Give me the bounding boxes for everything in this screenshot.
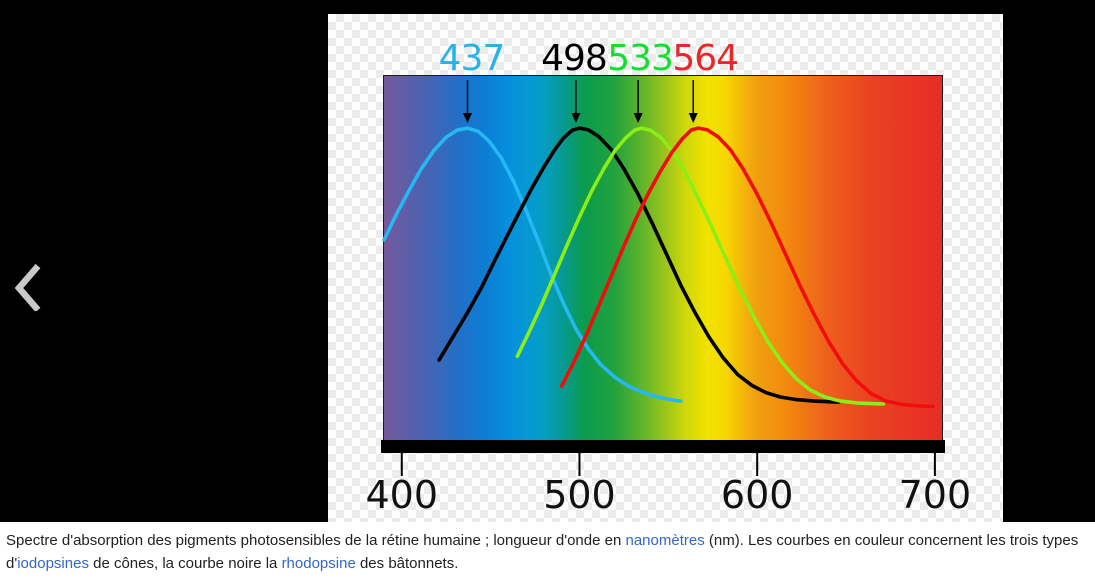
peak-arrowhead-533 [633,113,643,123]
x-axis-tick-label: 400 [366,473,439,517]
absorption-curve-564 [559,126,935,409]
x-axis-tick-label: 600 [721,473,794,517]
caption-text: des bâtonnets. [355,555,459,572]
absorption-curve-498 [437,126,841,404]
caption-link-iodopsines[interactable]: iodopsines [17,555,89,572]
absorption-curve-533 [515,126,886,406]
caption-link-nanomètres[interactable]: nanomètres [625,532,705,549]
x-axis-tick-label: 700 [899,473,972,517]
peak-wavelength-label-533: 533 [607,38,673,79]
x-axis-bar [381,440,945,453]
previous-image-button[interactable] [6,256,50,318]
peak-arrowhead-498 [571,113,581,123]
absorption-curves-chart: 400 500 600 700 437 498 533 564 [366,38,972,517]
image-caption: Spectre d'absorption des pigments photos… [0,522,1095,579]
media-image[interactable]: 400 500 600 700 437 498 533 564 [328,14,1003,522]
peak-wavelength-label-437: 437 [439,38,505,79]
caption-text: de cônes, la courbe noire la [88,555,282,572]
peak-wavelength-label-498: 498 [541,38,607,79]
caption-text: Spectre d'absorption des pigments photos… [6,532,626,549]
peak-arrowhead-437 [463,113,473,123]
chevron-left-icon [14,263,41,312]
caption-text: (nm). Les courbes en couleur concernent … [6,532,1079,572]
absorption-curve-437 [382,126,683,403]
spectrum-gradient-background [383,75,943,441]
caption-link-rhodopsine[interactable]: rhodopsine [281,555,356,572]
peak-arrowhead-564 [688,113,698,123]
peak-wavelength-label-564: 564 [672,38,738,79]
x-axis-tick-label: 500 [543,473,616,517]
